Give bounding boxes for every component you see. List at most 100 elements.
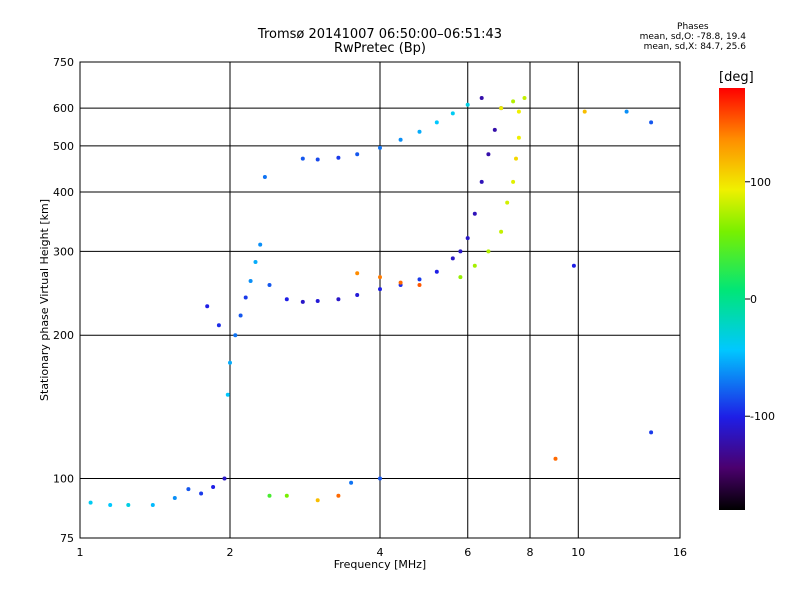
data-point — [472, 263, 477, 268]
data-point — [499, 229, 504, 234]
data-point — [479, 96, 484, 100]
chart-subtitle: RwPretec (Bp) — [333, 41, 427, 56]
phase-info-o: mean, sd,O: -78.8, 19.4 — [639, 32, 746, 42]
x-tick-label: 10 — [571, 546, 585, 559]
x-tick-label: 16 — [673, 546, 687, 559]
data-point — [336, 155, 341, 160]
data-point — [284, 493, 289, 498]
data-point — [516, 135, 521, 140]
data-point — [450, 111, 455, 116]
data-point — [571, 263, 576, 268]
data-point — [228, 360, 232, 365]
data-point — [649, 430, 654, 435]
y-tick-label: 750 — [53, 56, 74, 69]
data-point — [336, 297, 341, 302]
y-tick-label: 300 — [53, 245, 74, 258]
data-point — [267, 283, 272, 287]
x-tick-label: 8 — [527, 546, 534, 559]
data-point — [516, 109, 521, 114]
data-point — [355, 293, 360, 297]
data-point — [355, 271, 360, 276]
data-point — [472, 211, 477, 216]
data-point — [262, 175, 267, 179]
phase-info-x: mean, sd,X: 84.7, 25.6 — [643, 42, 746, 52]
chart-title: Tromsø 20141007 06:50:00–06:51:43 — [257, 27, 503, 42]
data-point — [222, 476, 227, 481]
colorbar-tick-label: 100 — [750, 176, 771, 189]
data-point — [205, 304, 210, 309]
data-point — [378, 287, 382, 292]
y-tick-label: 500 — [53, 140, 74, 153]
data-point — [417, 283, 422, 287]
data-point — [225, 392, 230, 397]
data-point — [216, 323, 221, 328]
data-point — [511, 179, 516, 184]
x-tick-label: 2 — [227, 546, 234, 559]
colorbar-tick-label: 0 — [750, 293, 757, 306]
data-point — [315, 498, 320, 503]
data-points — [88, 96, 654, 507]
data-point — [486, 249, 491, 254]
data-point — [522, 96, 527, 100]
data-point — [108, 503, 113, 507]
data-point — [150, 503, 155, 507]
data-point — [267, 493, 272, 498]
data-point — [450, 256, 455, 261]
data-point — [458, 275, 463, 280]
data-point — [378, 145, 382, 150]
data-point — [238, 313, 243, 318]
x-axis-label: Frequency [MHz] — [334, 558, 426, 571]
phase-info: Phases mean, sd,O: -78.8, 19.4 mean, sd,… — [640, 22, 746, 52]
data-point — [458, 249, 463, 254]
data-point — [349, 480, 354, 485]
colorbar-tick-label: -100 — [750, 410, 775, 423]
data-point — [417, 129, 422, 134]
phase-info-heading: Phases — [677, 22, 709, 32]
data-point — [300, 299, 305, 304]
data-point — [417, 277, 422, 282]
colorbar — [719, 88, 745, 510]
data-point — [434, 120, 439, 125]
data-point — [511, 99, 516, 104]
colorbar-ticks: 100 0 -100 — [745, 176, 775, 423]
data-point — [505, 200, 510, 205]
y-tick-label: 400 — [53, 186, 74, 199]
data-point — [486, 152, 491, 157]
data-point — [398, 137, 403, 142]
data-point — [126, 503, 131, 507]
data-point — [284, 297, 289, 302]
x-tick-label: 4 — [377, 546, 384, 559]
data-point — [172, 496, 177, 500]
data-point — [434, 269, 439, 274]
data-point — [499, 106, 504, 111]
data-point — [233, 333, 238, 338]
data-point — [624, 109, 629, 114]
data-point — [186, 487, 191, 492]
data-point — [398, 280, 403, 285]
data-point — [258, 242, 263, 247]
data-point — [315, 299, 320, 303]
axes: 1 2 4 6 8 10 16 75 100 200 300 400 500 600 750 Frequenc… — [38, 56, 687, 571]
x-tick-label: 6 — [464, 546, 471, 559]
data-point — [336, 493, 341, 498]
data-point — [492, 127, 497, 132]
colorbar-unit: [deg] — [719, 70, 754, 85]
y-tick-label: 600 — [53, 102, 74, 115]
data-point — [211, 485, 216, 489]
data-point — [465, 236, 470, 241]
data-point — [243, 295, 248, 300]
y-tick-label: 200 — [53, 329, 74, 342]
data-point — [479, 179, 484, 184]
data-point — [465, 102, 470, 107]
data-point — [378, 275, 382, 280]
data-point — [378, 476, 382, 481]
y-tick-label: 75 — [60, 532, 74, 545]
data-point — [199, 491, 204, 496]
y-axis-label: Stationary phase Virtual Height [km] — [38, 199, 51, 401]
data-point — [582, 109, 587, 114]
grid — [80, 62, 680, 538]
data-point — [315, 157, 320, 162]
data-point — [553, 456, 558, 461]
x-tick-label: 1 — [77, 546, 84, 559]
